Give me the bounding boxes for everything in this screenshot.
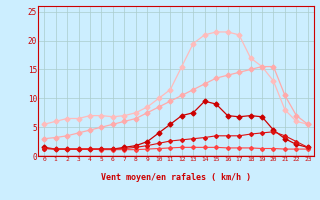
X-axis label: Vent moyen/en rafales ( km/h ): Vent moyen/en rafales ( km/h ): [101, 174, 251, 182]
